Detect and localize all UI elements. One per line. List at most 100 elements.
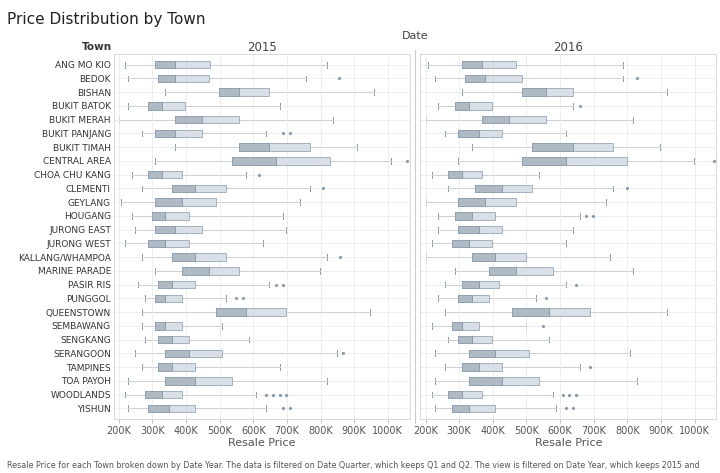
Bar [158, 336, 189, 343]
Bar [172, 254, 226, 261]
Bar [158, 363, 195, 371]
Bar [459, 198, 516, 206]
Bar [489, 267, 516, 275]
Bar [513, 308, 590, 316]
Bar [158, 336, 172, 343]
Bar [475, 184, 533, 192]
Bar [155, 130, 175, 137]
Bar [155, 295, 165, 302]
Bar [459, 226, 502, 233]
Bar [449, 171, 482, 178]
Text: Price Distribution by Town: Price Distribution by Town [7, 12, 206, 27]
Bar [145, 391, 162, 398]
Text: Town: Town [81, 42, 112, 52]
Bar [148, 102, 162, 110]
Bar [455, 212, 495, 219]
Bar [533, 143, 573, 151]
Bar [148, 404, 195, 412]
Bar [145, 391, 182, 398]
Bar [155, 295, 182, 302]
Bar [462, 61, 516, 69]
Bar [216, 308, 246, 316]
Bar [459, 295, 489, 302]
Bar [219, 88, 239, 96]
Bar [155, 130, 202, 137]
Bar [469, 377, 539, 385]
Bar [455, 102, 492, 110]
Bar [475, 184, 502, 192]
Bar [472, 254, 495, 261]
Bar [158, 281, 172, 289]
Bar [523, 88, 546, 96]
Bar [451, 240, 469, 247]
Bar [172, 184, 226, 192]
Bar [148, 171, 182, 178]
X-axis label: Resale Price: Resale Price [535, 438, 602, 448]
Bar [459, 336, 492, 343]
Bar [165, 377, 195, 385]
Bar [175, 116, 239, 123]
X-axis label: Resale Price: Resale Price [228, 438, 295, 448]
Bar [233, 157, 330, 165]
Bar [469, 350, 495, 357]
Bar [158, 363, 172, 371]
Bar [155, 198, 216, 206]
Text: 2016: 2016 [554, 42, 583, 54]
Bar [462, 61, 482, 69]
Bar [469, 377, 502, 385]
Bar [513, 308, 549, 316]
Bar [449, 391, 482, 398]
Bar [158, 75, 209, 82]
Text: Date: Date [402, 31, 428, 41]
Bar [148, 240, 165, 247]
Bar [152, 212, 165, 219]
Bar [148, 240, 189, 247]
Bar [459, 198, 485, 206]
Bar [152, 212, 189, 219]
Bar [233, 157, 276, 165]
Bar [482, 116, 509, 123]
Bar [469, 350, 529, 357]
Bar [155, 322, 182, 330]
Bar [182, 267, 209, 275]
Bar [455, 212, 472, 219]
Bar [158, 75, 175, 82]
Bar [523, 157, 566, 165]
Bar [459, 130, 502, 137]
Bar [472, 254, 526, 261]
Bar [523, 157, 626, 165]
Bar [155, 61, 210, 69]
Bar [239, 143, 269, 151]
Bar [451, 240, 492, 247]
Bar [216, 308, 287, 316]
Bar [155, 322, 165, 330]
Bar [172, 184, 195, 192]
Bar [451, 322, 479, 330]
Bar [155, 198, 182, 206]
Bar [148, 404, 168, 412]
Bar [451, 404, 469, 412]
Bar [533, 143, 613, 151]
Bar [462, 281, 479, 289]
Bar [455, 102, 469, 110]
Bar [182, 267, 239, 275]
Text: Resale Price for each Town broken down by Date Year. The data is filtered on Dat: Resale Price for each Town broken down b… [7, 461, 700, 473]
Bar [459, 130, 479, 137]
Text: 2015: 2015 [247, 42, 276, 54]
Bar [165, 350, 222, 357]
Bar [155, 226, 202, 233]
Bar [239, 143, 310, 151]
Bar [165, 350, 189, 357]
Bar [155, 61, 175, 69]
Bar [465, 75, 523, 82]
Bar [148, 171, 162, 178]
Bar [155, 226, 175, 233]
Bar [172, 254, 195, 261]
Bar [451, 404, 495, 412]
Bar [165, 377, 233, 385]
Bar [449, 171, 462, 178]
Bar [175, 116, 202, 123]
Bar [462, 363, 502, 371]
Bar [219, 88, 269, 96]
Bar [459, 295, 472, 302]
